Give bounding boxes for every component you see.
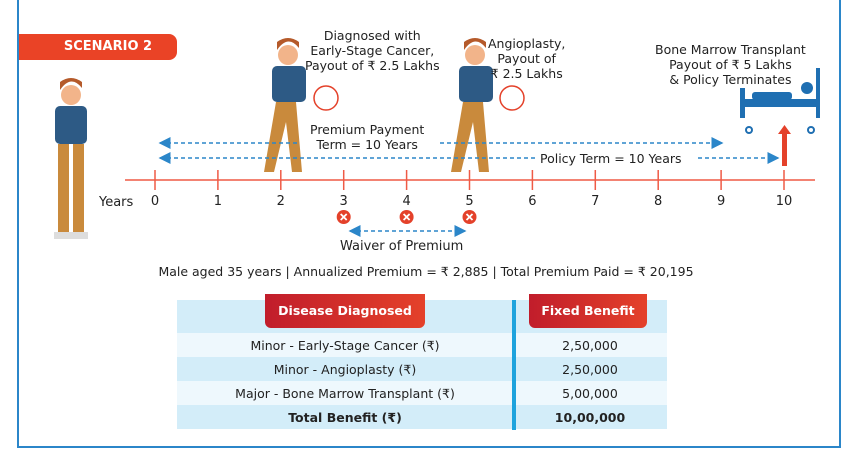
event-line: Diagnosed with [323,28,421,43]
cancer-event-label: Diagnosed with Early-Stage Cancer, Payou… [305,28,440,73]
table-row: Major - Bone Marrow Transplant (₹) 5,00,0… [177,381,667,405]
year-label: 10 [775,194,793,209]
cell: 2,50,000 [562,361,618,377]
waived-x-icon [399,210,414,224]
year-label: 9 [716,194,726,209]
year-label: 1 [213,194,223,209]
cell: 10,00,000 [554,409,626,425]
sick-person-icon [264,38,339,172]
cell: Major - Bone Marrow Transplant (₹) [235,385,455,401]
label-line: Premium Payment [310,122,425,137]
benefit-table: Disease Diagnosed Fixed Benefit Minor - … [177,294,667,430]
cell: 2,50,000 [562,337,618,353]
frame [17,0,841,448]
waiver-label: Waiver of Premium [340,239,464,254]
event-line: Angioplasty, [488,36,566,51]
healthy-person-icon [54,78,88,239]
waived-x-icon [462,210,477,224]
event-line: ₹ 2.5 Lakhs [490,66,563,81]
year-label: 5 [465,194,474,209]
angioplasty-event-label: Angioplasty, Payout of ₹ 2.5 Lakhs [488,36,565,81]
table-row: Minor - Early-Stage Cancer (₹) 2,50,000 [177,333,667,357]
event-line: Early-Stage Cancer, [310,43,435,58]
scenario-badge: SCENARIO 2 [19,34,177,60]
event-line: Payout of ₹ 5 Lakhs [669,57,792,72]
axis-label: Years [99,195,134,210]
waived-x-icon [336,210,351,224]
year-label: 7 [591,194,600,209]
event-line: Payout of [497,51,556,66]
year-label: 2 [276,194,285,209]
header-disease: Disease Diagnosed [255,294,435,328]
table-header: Disease Diagnosed Fixed Benefit [177,294,667,333]
event-line: Bone Marrow Transplant [655,42,806,57]
cell: 5,00,000 [562,385,618,401]
event-line: & Policy Terminates [669,72,792,87]
cell: Minor - Angioplasty (₹) [273,361,417,377]
policy-term-label: Policy Term = 10 Years [540,151,682,166]
year-label: 8 [654,194,663,209]
year-label: 0 [150,194,160,209]
hospital-bed-icon [740,68,820,134]
label-line: Term = 10 Years [316,137,418,152]
year-label: 3 [339,194,348,209]
cell: Minor - Early-Stage Cancer (₹) [250,337,440,353]
total-row: Total Benefit (₹) 10,00,000 [177,405,667,429]
column-divider [512,300,516,430]
year-label: 4 [402,194,411,209]
table-row: Minor - Angioplasty (₹) 2,50,000 [177,357,667,381]
event-line: Payout of ₹ 2.5 Lakhs [305,58,440,73]
premium-term-label: Premium Payment Term = 10 Years [310,122,425,152]
header-benefit: Fixed Benefit [519,294,657,328]
year-label: 6 [528,194,537,209]
cell: Total Benefit (₹) [288,409,402,425]
sick-person-icon [451,38,525,172]
summary-text: Male aged 35 years | Annualized Premium … [158,264,694,279]
bmt-event-label: Bone Marrow Transplant Payout of ₹ 5 Lak… [655,42,806,87]
